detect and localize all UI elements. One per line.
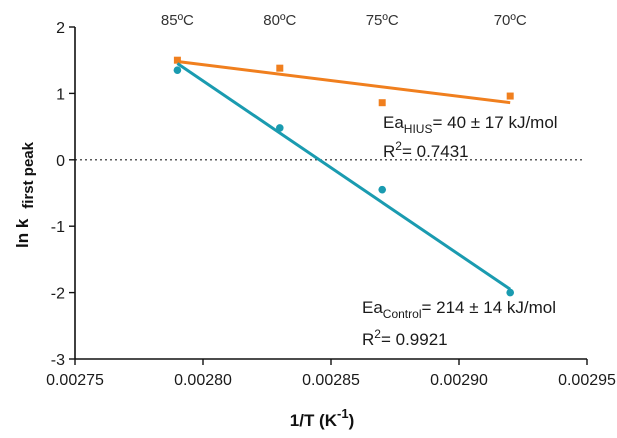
x-tick-label: 0.00280	[174, 372, 232, 389]
x-tick-label: 0.00285	[302, 372, 360, 389]
y-tick-label: 0	[56, 153, 65, 170]
temperature-labels: 85ºC 80ºC 75ºC 70ºC	[161, 12, 527, 29]
y-tick-label: -2	[51, 286, 65, 303]
data-point	[173, 66, 182, 74]
temperature-label: 80ºC	[263, 12, 296, 29]
series-control	[173, 62, 514, 297]
y-tick-label: -1	[51, 219, 65, 236]
data-point	[276, 64, 284, 72]
data-series	[173, 56, 514, 297]
ea-annotation: EaHIUS= 40 ± 17 kJ/mol	[383, 113, 558, 136]
temperature-label: 85ºC	[161, 12, 194, 29]
y-tick-label: -3	[51, 352, 65, 369]
annotations: EaHIUS= 40 ± 17 kJ/mol R2= 0.7431 EaContro…	[362, 113, 558, 349]
fit-line	[177, 60, 511, 105]
series-hius	[173, 56, 514, 107]
x-tick-label: 0.00275	[46, 372, 104, 389]
data-point	[276, 124, 284, 132]
data-point	[378, 185, 387, 194]
ea-annotation: EaControl= 214 ± 14 kJ/mol	[362, 298, 556, 321]
y-tick-label: 1	[56, 86, 65, 103]
r-squared-annotation: R2= 0.7431	[383, 139, 469, 161]
y-axis-title: ln kfirst peak	[13, 141, 37, 248]
x-tick-label: 0.00295	[558, 372, 616, 389]
data-point	[378, 99, 386, 107]
data-point	[173, 56, 181, 64]
temperature-label: 75ºC	[366, 12, 399, 29]
svg-text:ln kfirst peak: ln kfirst peak	[13, 141, 37, 248]
data-point	[506, 288, 514, 297]
y-tick-label: 2	[56, 20, 65, 37]
x-tick-label: 0.00290	[430, 372, 488, 389]
fit-line	[176, 62, 512, 291]
x-axis-title: 1/T (K-1)	[290, 406, 354, 430]
r-squared-annotation: R2= 0.9921	[362, 327, 448, 349]
axes: 2 1 0 -1 -2 -3 0.00275 0.00280 0.00285 0.00290 0.0…	[46, 20, 616, 389]
data-point	[506, 92, 514, 100]
temperature-label: 70ºC	[494, 12, 527, 29]
